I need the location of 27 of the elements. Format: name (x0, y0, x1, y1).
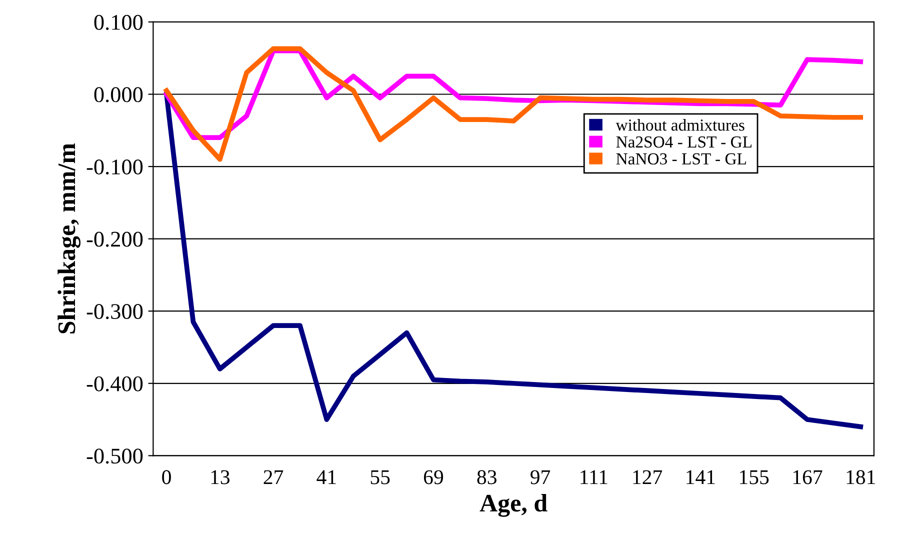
x-tick-label: 111 (580, 470, 608, 484)
x-tick-label: 181 (846, 470, 875, 484)
x-tick-label: 127 (633, 470, 662, 484)
x-tick-label: 167 (793, 470, 822, 484)
x-tick-label: 13 (211, 470, 230, 484)
x-tick-label: 69 (424, 470, 444, 484)
y-axis-title: Shrinkage, mm/m (58, 143, 80, 334)
x-tick-label: 41 (316, 470, 336, 484)
x-axis-title: Age, d (480, 494, 548, 517)
y-tick-label: -0.400 (86, 376, 143, 392)
y-tick-label: 0.100 (94, 14, 143, 30)
x-tick-label: 0 (162, 470, 171, 484)
x-tick-label: 27 (264, 470, 284, 484)
legend-label: NaNO3 - LST - GL (616, 153, 746, 165)
y-tick-label: -0.500 (86, 448, 143, 464)
line-series (164, 92, 864, 430)
legend-label: Na2SO4 - LST - GL (616, 136, 752, 148)
legend-label: without admixtures (616, 119, 744, 131)
x-tick-label: 55 (370, 470, 390, 484)
y-tick-label: 0.000 (94, 87, 143, 102)
x-tick-label: 155 (740, 470, 769, 484)
x-tick-label: 141 (686, 470, 715, 484)
y-tick-label: -0.100 (86, 159, 143, 175)
y-tick-label: -0.200 (86, 232, 143, 247)
x-tick-label: 83 (477, 470, 496, 484)
y-tick-label: -0.300 (86, 304, 143, 320)
x-tick-label: 97 (530, 470, 550, 484)
